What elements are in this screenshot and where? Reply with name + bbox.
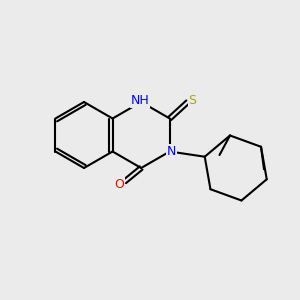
Text: S: S — [188, 94, 196, 107]
Text: N: N — [167, 145, 176, 158]
Text: NH: NH — [130, 94, 149, 107]
Text: O: O — [114, 178, 124, 191]
